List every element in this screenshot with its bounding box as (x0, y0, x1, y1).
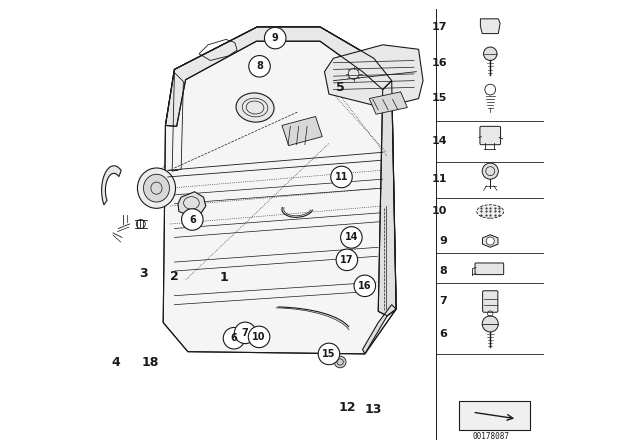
Text: 14: 14 (344, 233, 358, 242)
Text: 2: 2 (170, 270, 179, 284)
Ellipse shape (143, 174, 170, 202)
Ellipse shape (236, 93, 274, 122)
FancyBboxPatch shape (475, 263, 504, 275)
Polygon shape (102, 166, 121, 205)
FancyBboxPatch shape (483, 291, 498, 312)
Text: 10: 10 (252, 332, 266, 342)
Ellipse shape (138, 168, 175, 208)
Circle shape (331, 166, 352, 188)
FancyBboxPatch shape (480, 126, 500, 145)
Polygon shape (163, 27, 396, 354)
Circle shape (182, 209, 203, 230)
Circle shape (482, 163, 499, 179)
Circle shape (264, 27, 286, 49)
Circle shape (234, 322, 256, 344)
Circle shape (354, 275, 376, 297)
Text: 17: 17 (432, 22, 447, 32)
Text: 7: 7 (242, 328, 248, 338)
Text: 6: 6 (230, 333, 237, 343)
Text: 11: 11 (335, 172, 348, 182)
Text: 16: 16 (358, 281, 372, 291)
FancyBboxPatch shape (459, 401, 530, 430)
Circle shape (336, 249, 358, 271)
Circle shape (223, 327, 244, 349)
Ellipse shape (477, 205, 504, 218)
Polygon shape (378, 81, 396, 316)
Text: 17: 17 (340, 255, 354, 265)
Text: 10: 10 (432, 207, 447, 216)
Polygon shape (165, 27, 392, 126)
Polygon shape (362, 305, 396, 354)
Text: 00178087: 00178087 (472, 432, 509, 441)
Text: 8: 8 (440, 266, 447, 276)
Polygon shape (483, 235, 498, 247)
Text: 8: 8 (256, 61, 263, 71)
Text: 5: 5 (336, 81, 344, 94)
Polygon shape (369, 92, 407, 114)
Text: 4: 4 (112, 356, 120, 370)
Text: 15: 15 (322, 349, 336, 359)
Text: 16: 16 (431, 58, 447, 68)
Text: 3: 3 (139, 267, 147, 280)
Circle shape (318, 343, 340, 365)
Circle shape (482, 316, 499, 332)
Circle shape (484, 47, 497, 60)
Text: 1: 1 (220, 271, 228, 284)
Polygon shape (178, 192, 205, 216)
Polygon shape (481, 19, 500, 34)
Polygon shape (324, 45, 423, 108)
Polygon shape (282, 116, 323, 146)
Circle shape (486, 237, 494, 245)
Text: 15: 15 (432, 93, 447, 103)
Text: 14: 14 (431, 136, 447, 146)
Text: 13: 13 (364, 403, 381, 417)
Text: 7: 7 (440, 296, 447, 306)
Text: 9: 9 (272, 33, 278, 43)
Text: 12: 12 (339, 401, 356, 414)
Text: 6: 6 (189, 215, 196, 224)
Circle shape (248, 326, 270, 348)
Text: 9: 9 (439, 236, 447, 246)
Text: 6: 6 (439, 329, 447, 339)
Text: 18: 18 (141, 356, 159, 370)
Circle shape (249, 56, 270, 77)
Circle shape (334, 356, 346, 368)
Text: 11: 11 (432, 174, 447, 184)
Circle shape (340, 227, 362, 248)
